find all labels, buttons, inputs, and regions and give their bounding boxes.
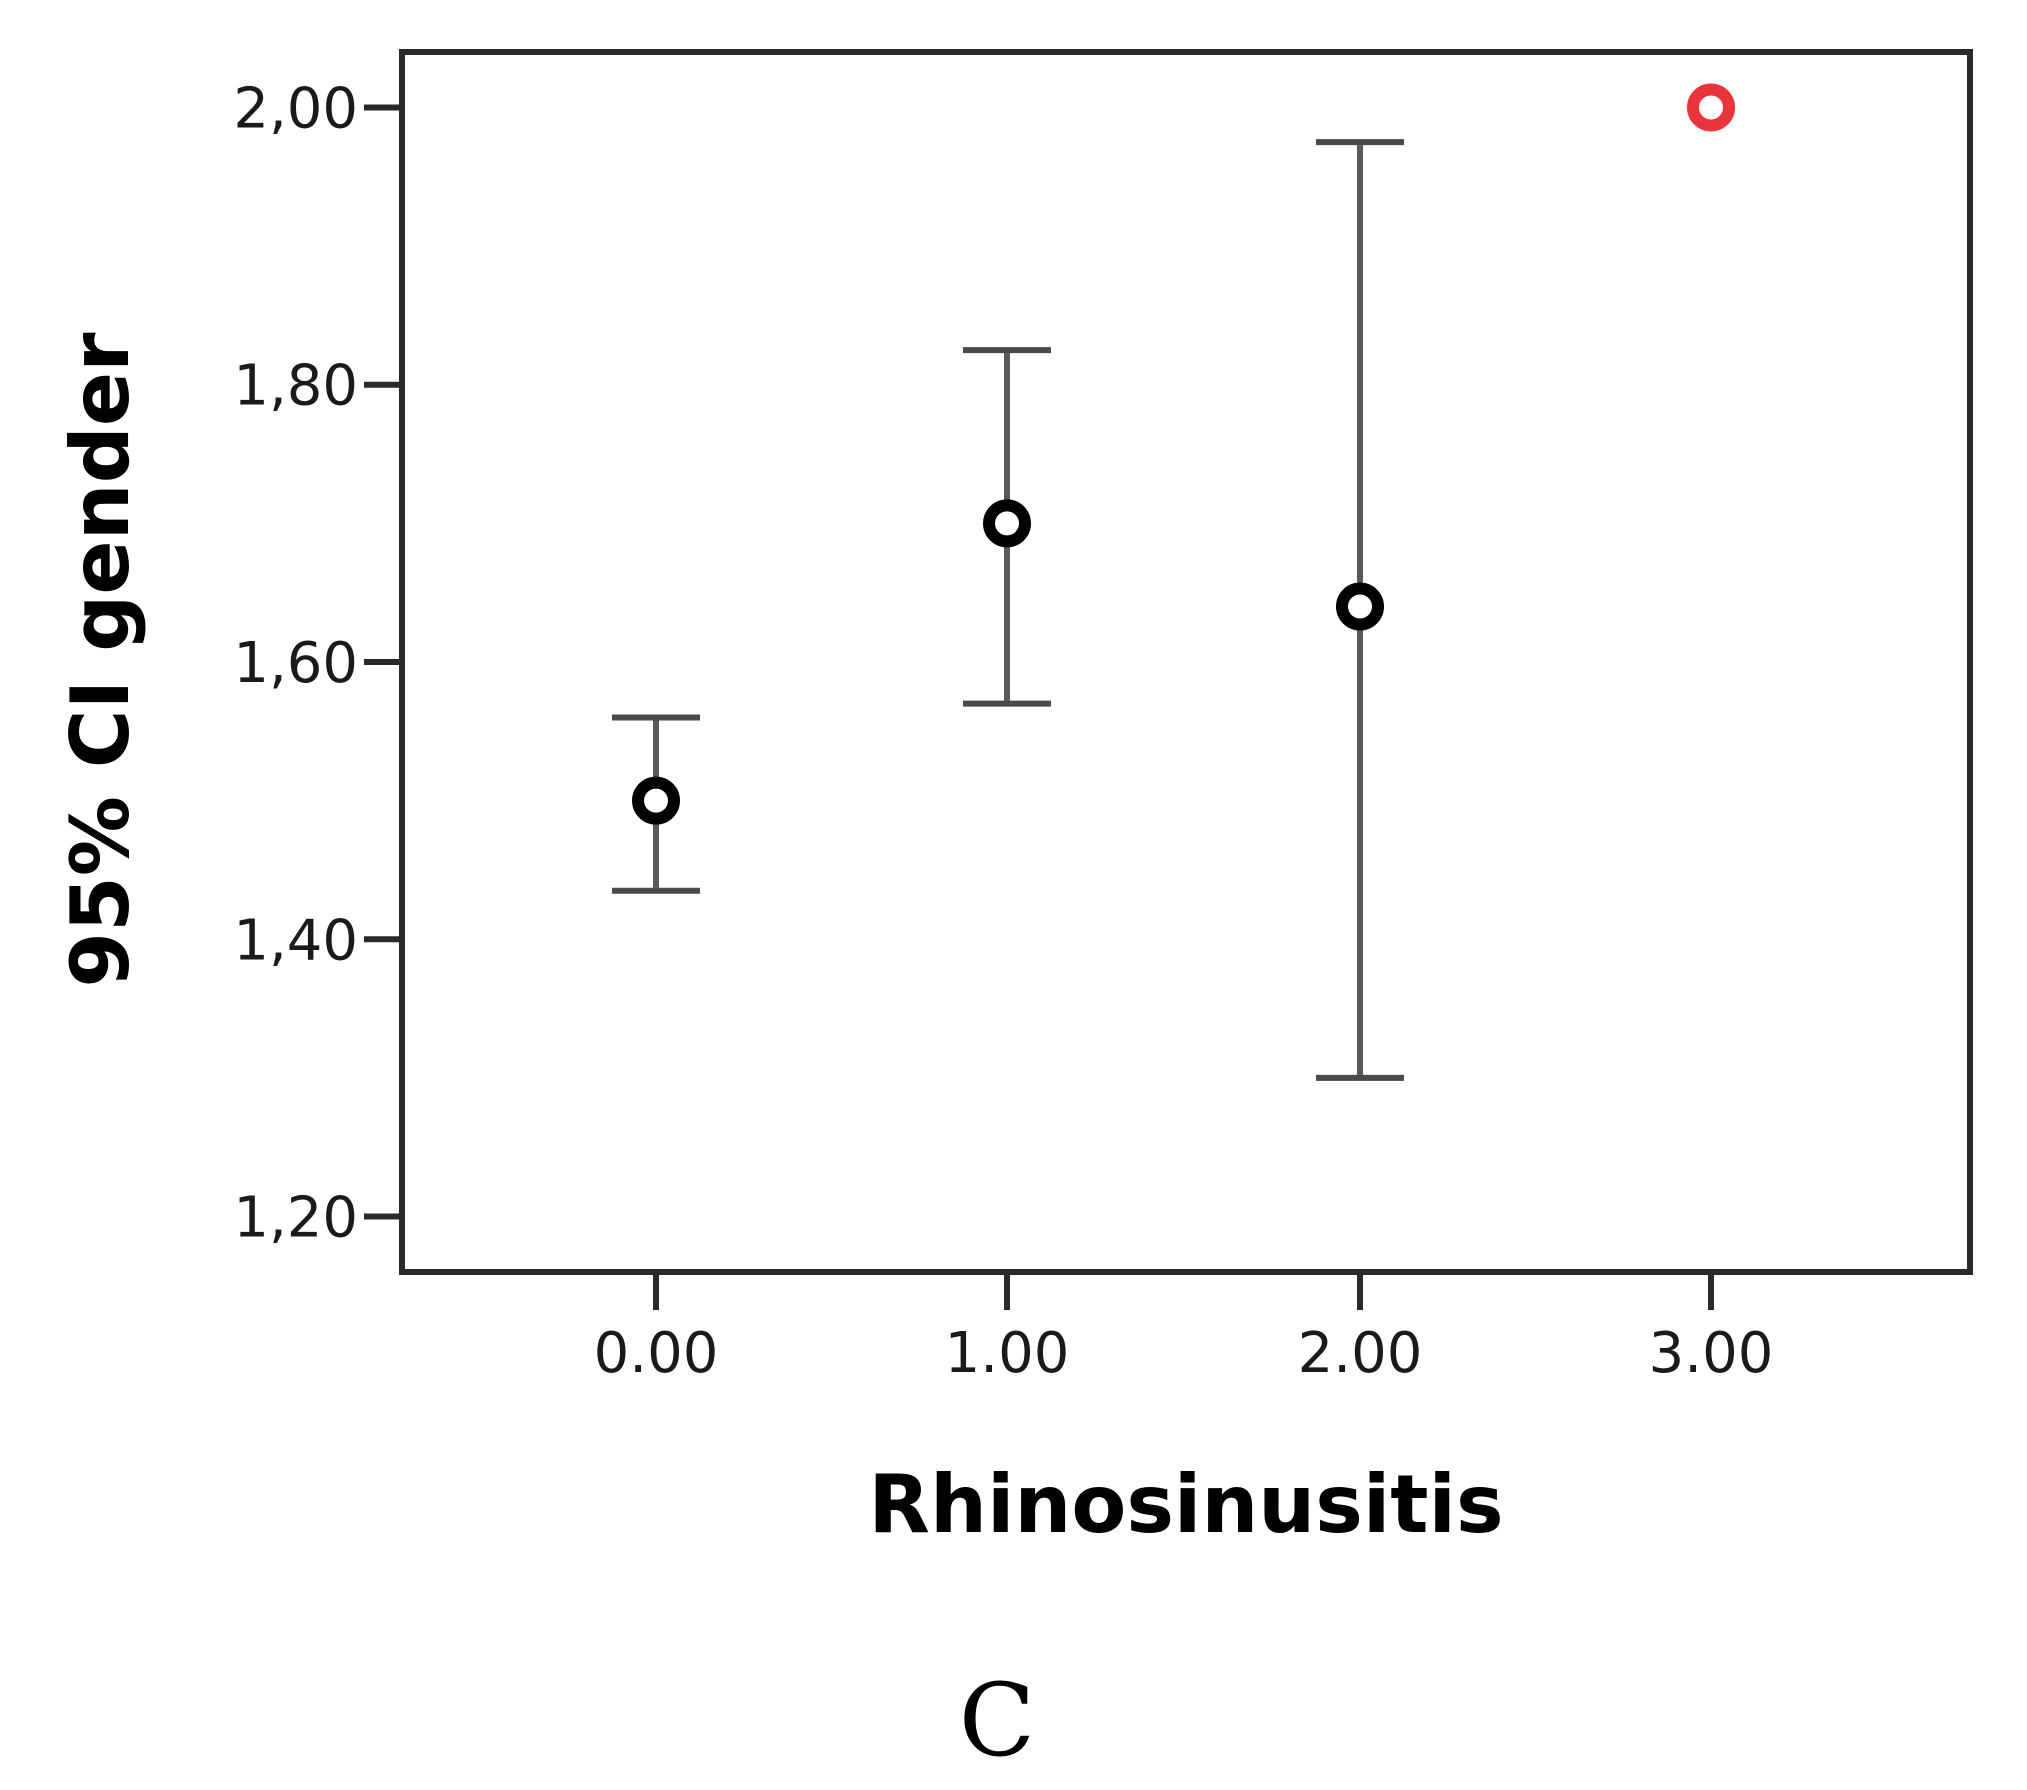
x-tick-label: 2.00 [1298, 1321, 1423, 1386]
data-marks [612, 83, 1735, 1081]
mean-point [983, 499, 1031, 548]
plot-frame [399, 49, 1973, 1275]
y-axis: 1,20 1,40 1,60 1,80 2,00 [233, 76, 402, 1251]
mean-point [1336, 582, 1384, 631]
x-axis-title: Rhinosinusitis [868, 1458, 1503, 1551]
y-tick-label: 1,40 [233, 908, 358, 973]
y-tick-label: 2,00 [233, 76, 358, 141]
x-tick-label: 1.00 [945, 1321, 1070, 1386]
mean-point [632, 776, 680, 825]
y-tick-label: 1,60 [233, 631, 358, 696]
y-tick-label: 1,20 [233, 1186, 358, 1251]
y-tick-label: 1,80 [233, 354, 358, 419]
x-axis: 0.00 1.00 2.00 3.00 [594, 1272, 1774, 1386]
y-axis-title: 95% CI gender [54, 332, 147, 988]
x-tick-label: 0.00 [594, 1321, 719, 1386]
panel-label: C [959, 1662, 1036, 1779]
mean-point [1687, 83, 1735, 132]
x-tick-label: 3.00 [1649, 1321, 1774, 1386]
